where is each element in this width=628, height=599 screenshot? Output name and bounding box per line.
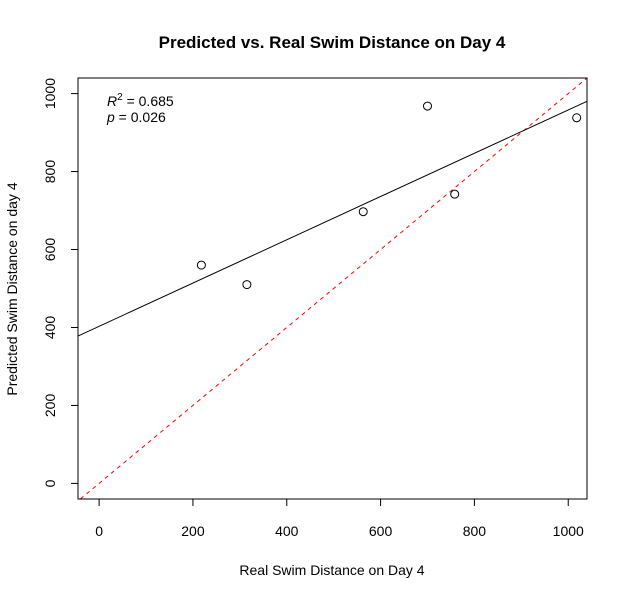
y-tick-label: 200 [42,394,58,418]
data-point [572,113,582,123]
data-point [196,260,206,270]
y-tick-label: 400 [42,316,58,340]
y-tick-label: 1000 [42,78,58,109]
data-point [422,101,432,111]
data-point [242,280,252,290]
y-axis: 0 200 400 600 800 1000 [42,78,79,487]
p-symbol: p [106,109,115,125]
chart-title: Predicted vs. Real Swim Distance on Day … [159,33,506,52]
x-tick-label: 200 [181,523,205,539]
r-squared-value: = 0.685 [123,93,174,109]
x-axis-label: Real Swim Distance on Day 4 [239,562,424,578]
plot-frame [77,77,588,500]
x-axis: 0 200 400 600 800 1000 [95,498,584,539]
x-tick-label: 400 [275,523,299,539]
data-point [450,189,460,199]
identity-line [80,77,588,500]
data-point [358,207,368,217]
x-tick-label: 0 [95,523,103,539]
r-exponent: 2 [117,92,123,103]
plot-area [77,77,588,500]
r-symbol: R [107,93,117,109]
p-value: = 0.026 [115,109,166,125]
x-tick-label: 600 [369,523,393,539]
regression-line [77,100,588,337]
y-tick-label: 0 [42,479,58,487]
r-squared-annotation: R2 = 0.685 [107,92,174,109]
p-value-annotation: p = 0.026 [106,109,166,125]
y-tick-label: 600 [42,238,58,262]
x-tick-label: 800 [463,523,487,539]
y-axis-label: Predicted Swim Distance on day 4 [4,182,20,395]
y-tick-label: 800 [42,160,58,184]
stats-annotation: R2 = 0.685 p = 0.026 [106,92,174,125]
x-tick-label: 1000 [553,523,584,539]
